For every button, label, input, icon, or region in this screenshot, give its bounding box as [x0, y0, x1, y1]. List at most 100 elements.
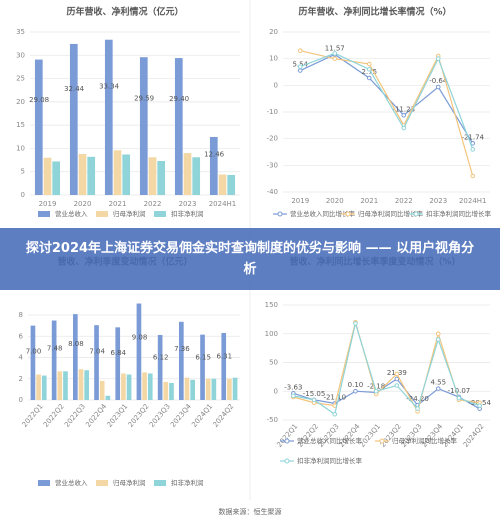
bar — [52, 161, 61, 195]
bar — [63, 371, 68, 400]
point — [394, 383, 400, 388]
x-tick-label: 2022Q3 — [63, 402, 87, 428]
bar — [200, 334, 205, 400]
bar — [126, 374, 132, 400]
bar — [169, 383, 174, 400]
y-tick-label: 0 — [21, 191, 25, 199]
point — [353, 321, 358, 326]
y-tick-label: 35 — [16, 28, 25, 36]
legend-label: 归母净利润同比增长率 — [358, 209, 424, 218]
data-label: 0.10 — [348, 381, 364, 389]
line — [300, 50, 474, 177]
point — [366, 75, 372, 81]
data-label: 7.48 — [47, 344, 63, 352]
x-tick-label: 2022Q2 — [42, 402, 66, 428]
bar — [183, 153, 192, 195]
data-label: 32.44 — [64, 85, 85, 93]
y-tick-label: -50 — [267, 416, 278, 424]
data-label: 29.40 — [169, 95, 189, 103]
data-label: 6.12 — [153, 354, 169, 362]
y-tick-label: 25 — [16, 75, 25, 83]
bar — [57, 371, 63, 400]
point — [435, 84, 441, 90]
legend-swatch — [284, 438, 290, 444]
legend-label: 扣非净利润同比增长率 — [297, 456, 363, 465]
bar — [43, 157, 52, 195]
x-tick-label: 2023Q4 — [169, 402, 193, 429]
point — [435, 331, 441, 337]
point — [401, 125, 407, 131]
banner-title: 探讨2024年上海证券交易佣金实时查询制度的优劣与影响 —— 以用户视角分析 — [0, 228, 500, 290]
legend-label: 扣非净利润 — [171, 478, 204, 487]
source: 数据来源：恒生聚源 — [219, 507, 282, 516]
legend-label: 营业总收入同比增长率 — [290, 209, 356, 218]
y-tick-label: 150 — [265, 301, 278, 309]
bar — [136, 303, 142, 400]
data-label: -24.20 — [406, 395, 429, 403]
bar — [218, 174, 227, 195]
x-tick-label: 2019 — [39, 200, 57, 208]
y-tick-label: 50 — [269, 359, 278, 367]
point — [366, 67, 372, 72]
x-tick-label: 2022 — [395, 197, 413, 205]
x-tick-label: 2021 — [360, 197, 378, 205]
bar — [148, 157, 157, 195]
point — [332, 411, 338, 417]
bar — [221, 332, 227, 400]
bar — [87, 156, 96, 195]
point — [297, 64, 303, 69]
y-tick-label: 0 — [274, 387, 278, 395]
y-tick-label: 4 — [19, 354, 24, 362]
bar — [139, 57, 148, 195]
x-tick-label: 2023 — [179, 200, 197, 208]
legend-swatch — [379, 438, 385, 444]
legend-swatch — [413, 211, 419, 217]
legend-label: 扣非净利润同比增长率 — [426, 209, 492, 218]
x-tick-label: 2023Q3 — [148, 402, 172, 428]
legend-swatch — [154, 480, 166, 486]
bar — [78, 369, 84, 400]
data-label: 29.59 — [134, 95, 154, 103]
point — [311, 397, 317, 403]
y-tick-label: 20 — [16, 98, 25, 106]
data-label: 11.57 — [325, 44, 345, 52]
data-label: 8.08 — [68, 340, 84, 348]
legend-label: 营业总收入 — [55, 209, 88, 218]
bar — [157, 334, 163, 400]
x-tick-label: 2022Q4 — [84, 402, 108, 429]
bar — [174, 58, 183, 195]
y-tick-label: 8 — [19, 311, 23, 319]
data-label: 6.31 — [217, 352, 233, 360]
bar — [78, 154, 87, 195]
y-tick-label: 20 — [269, 28, 278, 36]
y-tick-label: 0 — [274, 81, 278, 89]
bar — [184, 377, 190, 400]
data-label: 2.75 — [361, 68, 377, 76]
data-label: -15.05 — [303, 390, 326, 398]
y-tick-label: 2 — [19, 375, 23, 383]
legend-label: 营业总收入 — [55, 478, 88, 487]
legend-label: 营业总收入同比增长率 — [297, 436, 363, 445]
y-tick-label: -10 — [267, 108, 278, 116]
chart-title: 历年营收、净利同比增长率情况（%） — [298, 6, 451, 18]
bar — [232, 377, 238, 400]
data-label: -21.74 — [461, 133, 484, 141]
bar — [113, 150, 122, 195]
data-label: 6.84 — [111, 349, 127, 357]
bar — [179, 321, 184, 400]
bar — [121, 373, 126, 400]
x-tick-label: 2020 — [74, 200, 92, 208]
y-tick-label: 6 — [19, 332, 24, 340]
y-tick-label: -30 — [267, 161, 278, 169]
bar — [105, 395, 111, 400]
x-tick-label: 2024Q1 — [190, 402, 214, 428]
y-tick-label: 10 — [16, 144, 25, 152]
y-tick-label: 0 — [19, 396, 23, 404]
bar — [115, 327, 121, 400]
point — [415, 406, 420, 411]
bar — [209, 136, 218, 195]
point — [435, 56, 441, 61]
bar — [142, 372, 147, 400]
point — [435, 386, 441, 391]
